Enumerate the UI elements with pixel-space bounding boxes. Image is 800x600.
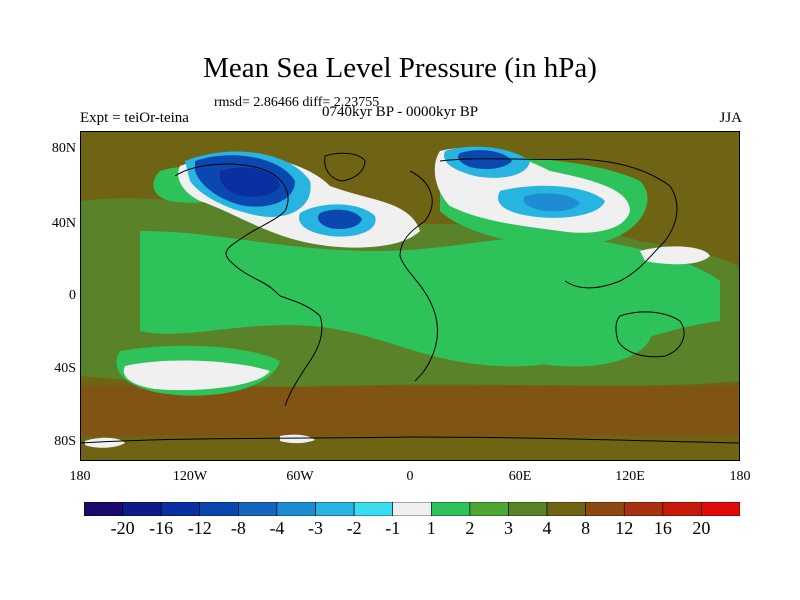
colorbar-label: -1 xyxy=(385,518,401,538)
x-tick-180e: 180 xyxy=(729,469,751,484)
colorbar-swatch xyxy=(84,502,123,516)
colorbar-label: 3 xyxy=(503,518,513,538)
map-title: Mean Sea Level Pressure (in hPa) xyxy=(203,52,597,84)
colorbar-swatch xyxy=(701,502,740,516)
coast-greenland xyxy=(324,152,366,182)
map-border xyxy=(80,131,740,461)
pressure-map xyxy=(80,131,740,461)
y-tick-80n: 80N xyxy=(51,141,76,156)
y-tick-40s: 40S xyxy=(54,361,76,376)
low-north-america-deep xyxy=(219,167,280,197)
x-tick-0: 0 xyxy=(406,469,414,484)
x-tick-60w: 60W xyxy=(286,469,314,484)
colorbar-label: -8 xyxy=(230,518,246,538)
colorbar-swatch xyxy=(199,502,239,516)
y-tick-80s: 80S xyxy=(54,434,76,449)
colorbar xyxy=(84,502,740,516)
x-tick-120w: 120W xyxy=(172,469,208,484)
stats-label: rmsd= 2.86466 diff= 2.23755 xyxy=(214,95,380,110)
colorbar-swatch xyxy=(315,502,355,516)
colorbar-label: 8 xyxy=(581,518,591,538)
coast-europe-africa xyxy=(399,170,438,382)
colorbar-swatch xyxy=(469,502,509,516)
low-europe-core xyxy=(458,150,512,169)
period-label: 0740kyr BP - 0000kyr BP xyxy=(321,104,479,120)
colorbar-label: 2 xyxy=(465,518,475,538)
colorbar-label: 16 xyxy=(653,518,672,538)
colorbar-label: -4 xyxy=(269,518,285,538)
white-antarctic xyxy=(280,434,315,444)
low-atlantic-core xyxy=(318,209,362,229)
colorbar-label: -16 xyxy=(149,518,174,538)
colorbar-label: -20 xyxy=(110,518,135,538)
white-south-tip xyxy=(85,437,125,448)
colorbar-label: -12 xyxy=(187,518,212,538)
coast-north-america xyxy=(174,163,289,297)
y-tick-40n: 40N xyxy=(51,216,76,231)
colorbar-swatch xyxy=(353,502,394,516)
colorbar-swatch xyxy=(238,502,278,516)
colorbar-label: 1 xyxy=(426,518,436,538)
colorbar-swatch xyxy=(160,502,201,516)
colorbar-swatch xyxy=(508,502,548,516)
colorbar-swatch xyxy=(430,502,471,516)
coast-antarctica xyxy=(80,436,740,444)
x-tick-120e: 120E xyxy=(615,469,645,484)
colorbar-swatch xyxy=(662,502,702,516)
coast-south-america xyxy=(279,295,323,407)
colorbar-swatch xyxy=(122,502,162,516)
low-asia-core xyxy=(523,193,580,212)
colorbar-swatch xyxy=(392,502,432,516)
coastlines xyxy=(80,152,740,444)
colorbar-label: 12 xyxy=(615,518,634,538)
green-indian-ocean xyxy=(480,305,653,367)
coast-asia xyxy=(439,158,678,289)
colorbar-label: 4 xyxy=(542,518,552,538)
coast-australia xyxy=(615,311,685,358)
season-label: JJA xyxy=(719,110,742,126)
white-south-pacific xyxy=(123,360,270,391)
colorbar-swatch xyxy=(585,502,625,516)
x-tick-60e: 60E xyxy=(508,469,532,484)
y-tick-0: 0 xyxy=(69,288,76,303)
colorbar-swatch xyxy=(623,502,664,516)
colorbar-swatch xyxy=(276,502,316,516)
colorbar-label: 20 xyxy=(692,518,711,538)
colorbar-swatch xyxy=(546,502,586,516)
white-west-pacific xyxy=(640,246,710,265)
colorbar-label: -2 xyxy=(346,518,362,538)
experiment-label: Expt = teiOr-teina xyxy=(80,110,189,126)
x-tick-180w: 180 xyxy=(69,469,91,484)
colorbar-label: -3 xyxy=(308,518,324,538)
